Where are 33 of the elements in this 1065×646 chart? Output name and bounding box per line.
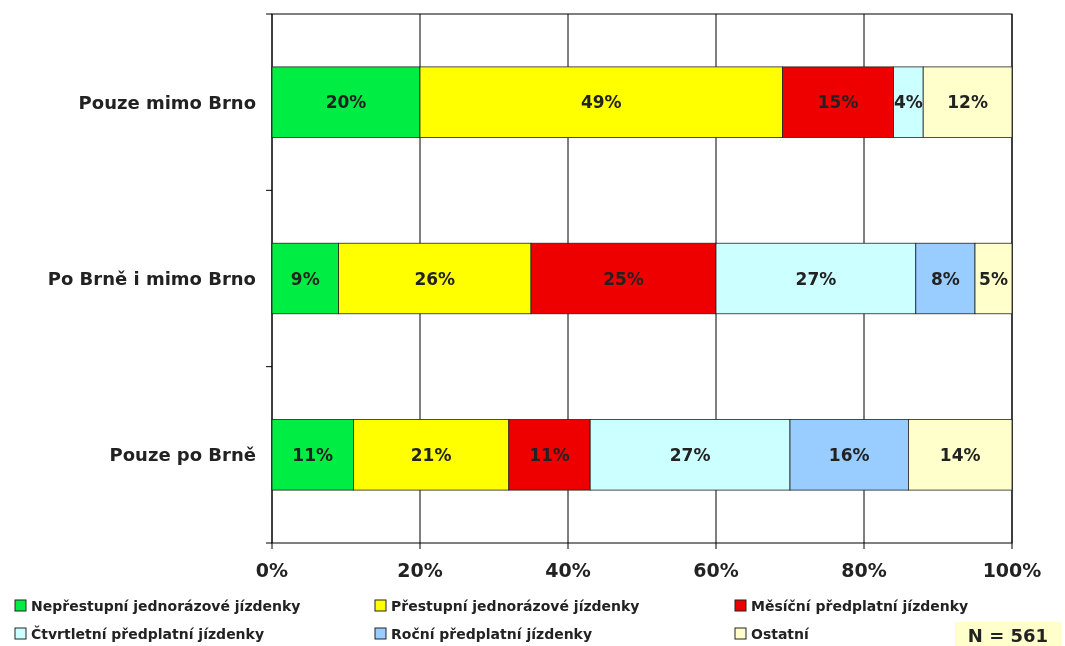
x-tick-label: 60%	[693, 559, 739, 581]
legend-label: Přestupní jednorázové jízdenky	[391, 598, 640, 614]
data-label: 11%	[292, 444, 334, 465]
legend-label: Ostatní	[751, 626, 811, 642]
data-label: 14%	[939, 444, 981, 465]
data-label: 20%	[325, 92, 367, 113]
data-label: 5%	[979, 268, 1008, 289]
x-tick-label: 40%	[545, 559, 591, 581]
data-label: 49%	[580, 92, 622, 113]
data-label: 25%	[603, 268, 644, 289]
data-label: 8%	[930, 268, 960, 289]
x-tick-label: 0%	[255, 559, 289, 581]
data-label: 26%	[414, 268, 456, 289]
data-label: 15%	[817, 92, 859, 113]
data-label: 12%	[947, 92, 988, 113]
y-tick-label: Pouze mimo Brno	[78, 91, 256, 113]
x-tick-label: 80%	[841, 559, 887, 581]
x-tick-label: 20%	[397, 559, 443, 581]
y-tick-label: Pouze po Brně	[109, 444, 256, 466]
x-tick-label: 100%	[982, 559, 1042, 581]
legend-label: Roční předplatní jízdenky	[391, 626, 593, 642]
data-label: 16%	[828, 444, 870, 465]
data-label: 4%	[893, 92, 923, 113]
data-label: 21%	[410, 444, 452, 465]
legend-label: Měsíční předplatní jízdenky	[751, 598, 969, 614]
y-tick-label: Po Brně i mimo Brno	[47, 268, 256, 289]
data-label: 11%	[529, 444, 570, 465]
data-label: 27%	[795, 268, 837, 289]
legend-label: Nepřestupní jednorázové jízdenky	[31, 598, 301, 614]
data-label: 9%	[290, 268, 320, 289]
text: N = 561	[967, 624, 1049, 646]
legend-label: Čtvrtletní předplatní jízdenky	[31, 625, 265, 642]
data-label: 27%	[669, 444, 711, 465]
